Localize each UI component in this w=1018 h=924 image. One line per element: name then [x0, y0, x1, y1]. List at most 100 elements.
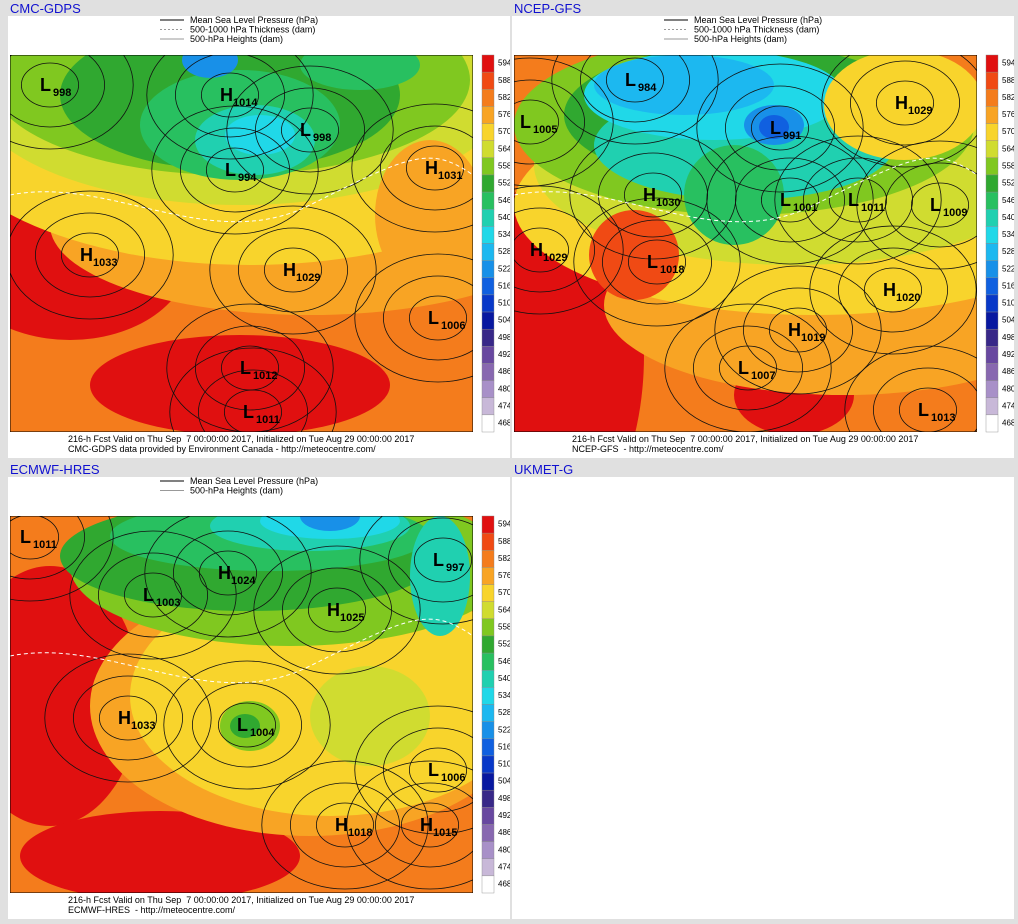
isobar [198, 369, 308, 432]
colorbar-swatch [985, 294, 999, 313]
isobar [514, 79, 585, 165]
colorbar-swatch [481, 54, 495, 73]
legend-label: 500-hPa Heights (dam) [190, 486, 283, 496]
colorbar-label: 558 [498, 622, 510, 631]
pressure-center-letter: H [643, 185, 656, 205]
thickness-area [182, 55, 238, 78]
isobar [602, 219, 712, 305]
isobar [849, 60, 960, 146]
isobar [514, 57, 614, 187]
isobar [10, 516, 85, 580]
colorbar-label: 564 [498, 605, 510, 614]
isobar [10, 516, 114, 602]
isobar [346, 760, 473, 890]
pressure-center-letter: L [143, 585, 154, 605]
isobar [718, 345, 777, 391]
colorbar-swatch [985, 414, 999, 433]
pressure-center-value: 1006 [441, 772, 465, 784]
colorbar-label: 528 [1002, 247, 1014, 256]
colorbar-swatch [481, 157, 495, 176]
colorbar-label: 474 [1002, 401, 1014, 410]
pressure-center-value: 991 [783, 130, 801, 142]
pressure-center-letter: H [118, 708, 131, 728]
pressure-center-letter: L [237, 715, 248, 735]
legend-label: Mean Sea Level Pressure (hPa) [694, 16, 822, 25]
colorbar-label: 594 [498, 520, 510, 529]
colorbar-label: 486 [1002, 367, 1014, 376]
pressure-center-letter: L [930, 195, 941, 215]
colorbar-swatch [481, 294, 495, 313]
isobar [514, 227, 569, 273]
isobar [163, 660, 331, 790]
isobar [10, 190, 174, 320]
colorbar-label: 510 [498, 760, 510, 769]
isobar [714, 265, 882, 395]
isobar [809, 225, 977, 355]
isobar [69, 530, 237, 660]
isobar [375, 782, 473, 868]
colorbar-label: 534 [1002, 230, 1014, 239]
thickness-area [300, 516, 360, 531]
panel-title: NCEP-GFS [514, 1, 582, 16]
colorbar-swatch [481, 601, 495, 620]
pressure-center-value: 984 [638, 82, 657, 94]
isobar [166, 303, 334, 432]
colorbar-swatch [481, 243, 495, 261]
panel-body [512, 477, 1014, 919]
colorbar-label: 552 [1002, 179, 1014, 188]
isobar [664, 303, 832, 432]
colorbar-label: 546 [1002, 196, 1014, 205]
pressure-center-letter: L [770, 118, 781, 138]
colorbar-swatch [481, 841, 495, 859]
isobar [44, 653, 212, 783]
pressure-center-value: 1014 [233, 97, 258, 109]
isobar [98, 552, 208, 638]
colorbar-swatch [481, 670, 495, 688]
colorbar-swatch [985, 277, 999, 296]
panel: ECMWF-HRES Mean Sea Level Pressure (hPa) 5… [8, 461, 512, 919]
colorbar-label: 492 [1002, 350, 1014, 359]
pressure-center-value: 1003 [156, 597, 180, 609]
isobar [400, 802, 459, 848]
isobar [151, 105, 319, 235]
isobar [821, 55, 977, 168]
colorbar-swatch [481, 567, 495, 585]
colorbar-label: 468 [498, 419, 510, 428]
colorbar-swatch [481, 772, 495, 791]
pressure-center-letter: L [848, 190, 859, 210]
pressure-center-value: 1033 [131, 720, 155, 732]
isobar [205, 147, 264, 193]
colorbar-label: 594 [498, 59, 510, 68]
isobar [802, 157, 913, 243]
pressure-center-value: 1029 [908, 105, 932, 117]
isobar [408, 747, 467, 793]
pressure-center-letter: L [428, 760, 439, 780]
colorbar-swatch [481, 824, 495, 842]
colorbar-swatch [481, 260, 495, 278]
isobar [146, 55, 314, 160]
pressure-center-letter: L [40, 75, 51, 95]
pressure-center-letter: H [327, 600, 340, 620]
colorbar-label: 564 [498, 144, 510, 153]
pressure-center-value: 998 [53, 87, 71, 99]
colorbar-label: 552 [498, 640, 510, 649]
isobar [263, 247, 322, 293]
thickness-area [10, 566, 140, 826]
colorbar-label: 588 [498, 76, 510, 85]
colorbar-swatch [985, 260, 999, 278]
isobar [873, 367, 977, 432]
isobar [237, 227, 348, 313]
pressure-center-letter: H [283, 260, 296, 280]
isobar [569, 130, 737, 260]
colorbar-label: 504 [498, 777, 510, 786]
pressure-center-value: 1011 [33, 539, 57, 551]
colorbar-label: 516 [498, 742, 510, 751]
isobar [760, 177, 819, 223]
colorbar-label: 540 [498, 213, 510, 222]
isobar [573, 197, 741, 327]
colorbar-swatch [481, 346, 495, 364]
panel-body: Mean Sea Level Pressure (hPa) 500-1000 hP… [512, 15, 1016, 458]
pressure-center-letter: L [738, 358, 749, 378]
thickness-area [759, 115, 789, 139]
isobar [606, 57, 665, 103]
